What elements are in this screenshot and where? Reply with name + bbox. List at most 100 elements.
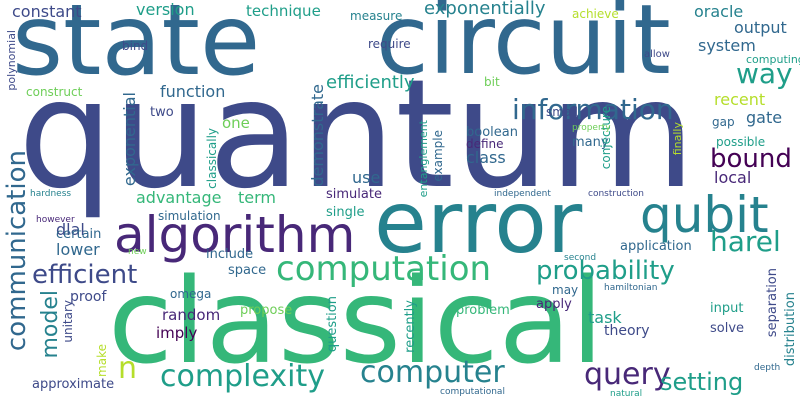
word-polynomial: polynomial [5,30,18,91]
word-omega: omega [170,287,212,301]
word-theory: theory [604,323,650,339]
word-application: application [620,239,692,254]
word-computing: computing [746,53,800,66]
word-computer: computer [360,355,505,390]
word-class: class [466,148,506,167]
word-may: may [552,283,579,297]
word-certain: certain [56,227,102,242]
word-technique: technique [246,2,321,20]
word-measure: measure [350,9,403,23]
word-conjecture: conjecture [599,106,613,170]
word-classically: classically [205,128,219,189]
word-state: state [12,0,261,98]
word-small: small [546,105,578,119]
word-way: way [736,57,793,90]
word-propose: propose [240,303,293,318]
word-communication: communication [2,150,32,352]
word-finally: finally [671,122,684,156]
word-advantage: advantage [136,188,222,207]
word-term: term [238,188,276,207]
word-use: use [352,168,381,187]
word-construct: construct [26,85,83,99]
word-model: model [38,290,63,359]
word-bind: bind [122,39,149,53]
word-query: query [584,357,671,392]
word-allow: allow [644,49,670,60]
word-exponential: exponential [120,92,139,187]
word-gate: gate [746,108,783,127]
word-independent: independent [494,189,551,199]
word-achieve: achieve [572,7,619,21]
word-n: n [118,351,138,386]
word-construction: construction [588,189,644,199]
word-define: define [466,137,504,151]
word-setting: setting [660,368,744,396]
word-simulate: simulate [326,187,382,202]
word-function: function [160,82,226,101]
word-task: task [588,308,622,327]
word-property: property [572,123,611,133]
word-imply: imply [156,324,198,342]
word-simulation: simulation [158,209,221,223]
word-two: two [150,105,174,120]
word-require: require [368,37,411,51]
word-many: many [572,135,609,150]
word-new: new [128,247,147,257]
word-question: question [325,296,340,353]
word-constant: constant [12,2,82,21]
word-entanglement: entanglement [417,120,430,198]
word-make: make [95,344,109,377]
word-exponentially: exponentially [424,0,546,19]
word-gap: gap [712,115,735,129]
word-second: second [564,253,597,263]
word-system: system [698,36,756,55]
word-depth: depth [754,363,781,373]
word-algorithm: algorithm [114,206,356,264]
word-proof: proof [70,289,107,305]
word-hamiltonian: hamiltonian [604,283,658,293]
word-complexity: complexity [160,359,325,394]
word-circuit: circuit [376,0,671,96]
word-random: random [162,306,221,324]
word-output: output [734,18,787,37]
word-possible: possible [716,135,766,149]
word-probability: probability [536,256,675,286]
word-unitary: unitary [61,300,75,343]
word-one: one [222,114,250,132]
word-efficiently: efficiently [326,72,415,93]
word-local: local [714,168,752,187]
word-example: example [431,130,445,182]
word-problem: problem [456,303,510,318]
word-harel: harel [710,225,781,258]
word-qubit: qubit [640,186,769,244]
word-apply: apply [536,297,572,312]
word-recently: recently [403,300,418,353]
word-single: single [326,205,365,220]
word-include: include [206,247,254,262]
word-lower: lower [56,240,100,259]
word-bound: bound [710,144,792,174]
word-bit: bit [484,75,500,89]
word-recent: recent [714,90,766,109]
word-classical: classical [108,252,604,390]
word-input: input [710,301,744,316]
word-distribution: distribution [783,292,798,367]
word-oracle: oracle [694,2,744,21]
word-demonstrate: demonstrate [308,84,327,187]
word-version: version [136,0,195,19]
word-however: however [36,215,75,225]
word-dlal: dlal [56,220,85,239]
word-information: information [512,93,674,126]
word-quantum: quantum [18,48,696,222]
word-error: error [374,173,583,273]
word-computational: computational [440,387,505,397]
word-boolean: boolean [466,125,518,140]
word-hardness: hardness [30,189,72,199]
word-space: space [228,263,267,278]
word-approximate: approximate [32,377,115,392]
word-solve: solve [710,321,745,336]
word-efficient: efficient [32,260,138,290]
word-computation: computation [276,249,492,289]
word-natural: natural [610,389,643,399]
